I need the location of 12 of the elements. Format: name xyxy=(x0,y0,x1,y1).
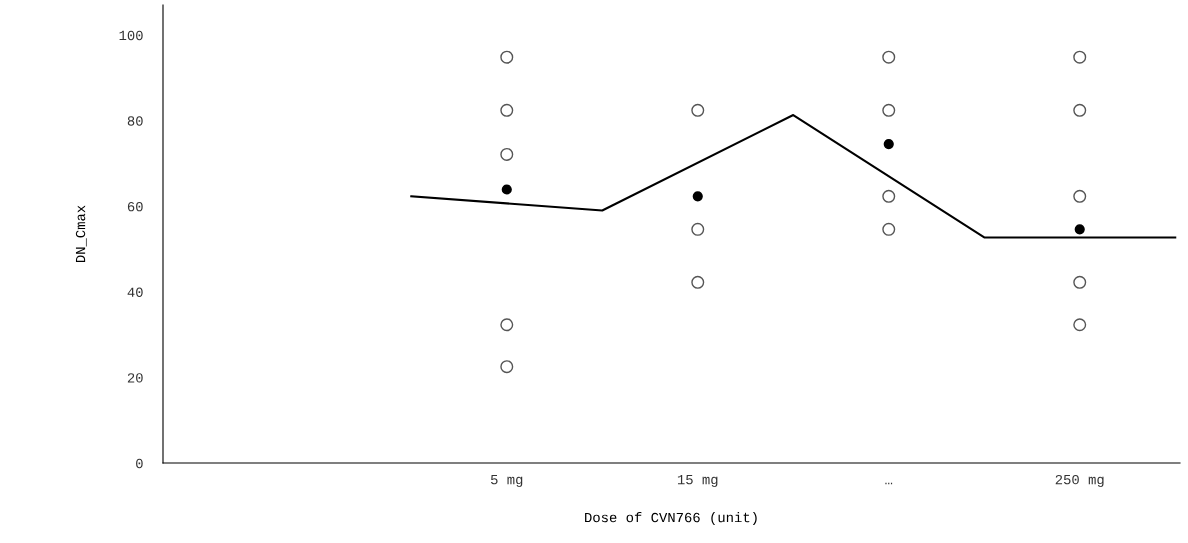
x-tick-label: 15 mg xyxy=(677,475,718,488)
y-tick-label: 80 xyxy=(127,116,143,126)
x-tick-label: … xyxy=(885,482,893,485)
y-tick-label: 40 xyxy=(127,287,143,297)
x-tick-label: 250 mg xyxy=(1055,474,1104,488)
y-tick-label: 0 xyxy=(136,458,143,469)
y-tick-label: 100 xyxy=(119,30,143,41)
x-tick-label: 5 mg xyxy=(490,475,523,488)
y-axis-title: DN_Cmax xyxy=(75,205,87,263)
y-tick-label: 20 xyxy=(127,373,143,383)
y-tick-label: 60 xyxy=(127,201,143,212)
x-axis-title: Dose of CVN766 (unit) xyxy=(585,512,757,526)
